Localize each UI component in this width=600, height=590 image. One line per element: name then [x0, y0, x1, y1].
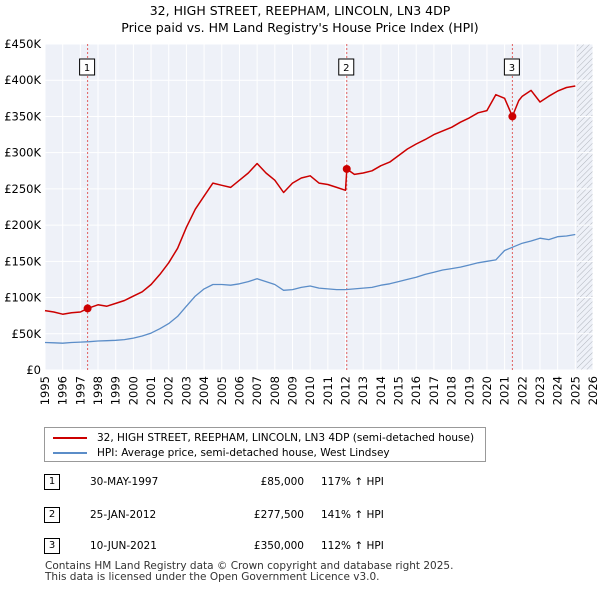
sale-date: 10-JUN-2021 [90, 540, 157, 552]
x-tick-label: 2018 [445, 376, 459, 405]
x-tick-label: 1995 [38, 376, 52, 405]
footer-line-1: Contains HM Land Registry data © Crown c… [45, 560, 454, 572]
forecast-hatch [577, 44, 593, 370]
footer-attribution: Contains HM Land Registry data © Crown c… [45, 561, 453, 583]
x-tick-label: 2025 [568, 376, 582, 405]
x-tick-label: 2023 [533, 376, 547, 405]
chart-legend: 32, HIGH STREET, REEPHAM, LINCOLN, LN3 4… [44, 427, 486, 462]
y-tick-label: £250K [4, 182, 41, 196]
y-tick-label: £350K [4, 109, 41, 123]
legend-item-hpi: HPI: Average price, semi-detached house,… [53, 446, 390, 460]
x-tick-label: 2001 [144, 376, 158, 405]
legend-swatch-hpi [53, 452, 87, 454]
sale-date: 25-JAN-2012 [90, 509, 157, 521]
x-tick-label: 2009 [285, 376, 299, 405]
x-tick-label: 2020 [480, 376, 494, 405]
sale-hpi-change: 141% ↑ HPI [321, 509, 384, 521]
x-tick-label: 2013 [356, 376, 370, 405]
sale-row: 3 10-JUN-2021 £350,000 112% ↑ HPI [44, 538, 464, 556]
sale-hpi-change: 117% ↑ HPI [321, 476, 384, 488]
sale-marker-number: 1 [84, 63, 90, 74]
chart-title: 32, HIGH STREET, REEPHAM, LINCOLN, LN3 4… [149, 3, 451, 18]
x-tick-label: 2015 [392, 376, 406, 405]
sale-price: £85,000 [260, 476, 304, 488]
sale-point [342, 164, 351, 173]
sale-date: 30-MAY-1997 [90, 476, 159, 488]
x-tick-label: 2021 [498, 376, 512, 405]
x-tick-label: 2026 [586, 376, 600, 405]
sale-number: 1 [44, 474, 60, 490]
x-tick-label: 2005 [215, 376, 229, 405]
y-tick-label: £200K [4, 218, 41, 232]
hpi-line [44, 233, 576, 344]
chart-subtitle: Price paid vs. HM Land Registry's House … [121, 20, 479, 35]
sale-row: 1 30-MAY-1997 £85,000 117% ↑ HPI [44, 474, 464, 492]
x-tick-label: 2014 [374, 376, 388, 405]
sale-marker-number: 2 [343, 63, 349, 74]
legend-label-hpi: HPI: Average price, semi-detached house,… [97, 447, 390, 459]
y-tick-label: £450K [4, 37, 41, 51]
plot-area [45, 44, 593, 370]
x-tick-label: 2011 [321, 376, 335, 405]
x-tick-label: 2017 [427, 376, 441, 405]
y-tick-label: £0 [26, 363, 41, 377]
sale-marker-number: 3 [509, 63, 515, 74]
footer-line-2: This data is licensed under the Open Gov… [45, 571, 380, 583]
x-tick-label: 2002 [162, 376, 176, 405]
chart-title-block: 32, HIGH STREET, REEPHAM, LINCOLN, LN3 4… [0, 2, 600, 36]
x-tick-label: 2019 [462, 376, 476, 405]
y-tick-label: £300K [4, 146, 41, 160]
x-tick-label: 2003 [179, 376, 193, 405]
x-tick-label: 1999 [109, 376, 123, 405]
sale-price: £350,000 [253, 540, 304, 552]
sale-price: £277,500 [253, 509, 304, 521]
x-tick-label: 2022 [515, 376, 529, 405]
x-tick-label: 2004 [197, 376, 211, 405]
y-tick-label: £100K [4, 291, 41, 305]
x-tick-label: 2006 [232, 376, 246, 405]
y-tick-label: £400K [4, 73, 41, 87]
sale-number: 2 [44, 507, 60, 523]
x-tick-label: 2000 [126, 376, 140, 405]
sale-hpi-change: 112% ↑ HPI [321, 540, 384, 552]
sale-point [83, 304, 92, 313]
legend-swatch-property [53, 437, 87, 439]
sale-marker-box [338, 58, 355, 76]
price-chart: £0 £50K £100K £150K £200K £250K £300K £350K £400… [4, 37, 600, 405]
legend-label-property: 32, HIGH STREET, REEPHAM, LINCOLN, LN3 4… [97, 432, 475, 444]
x-tick-label: 1998 [91, 376, 105, 405]
sale-point [508, 112, 517, 121]
x-tick-label: 2016 [409, 376, 423, 405]
sale-marker-box [79, 58, 96, 76]
sale-row: 2 25-JAN-2012 £277,500 141% ↑ HPI [44, 507, 464, 525]
x-tick-label: 1996 [56, 376, 70, 405]
x-tick-label: 2010 [303, 376, 317, 405]
sale-marker-box [503, 58, 520, 76]
sale-number: 3 [44, 538, 60, 554]
x-tick-label: 2024 [551, 376, 565, 405]
x-tick-label: 2012 [339, 376, 353, 405]
legend-item-property: 32, HIGH STREET, REEPHAM, LINCOLN, LN3 4… [53, 431, 474, 445]
x-tick-label: 2007 [250, 376, 264, 405]
x-tick-label: 1997 [73, 376, 87, 405]
property-price-line [44, 85, 576, 315]
y-tick-label: £150K [4, 254, 41, 268]
x-tick-label: 2008 [268, 376, 282, 405]
y-tick-label: £50K [12, 327, 42, 341]
